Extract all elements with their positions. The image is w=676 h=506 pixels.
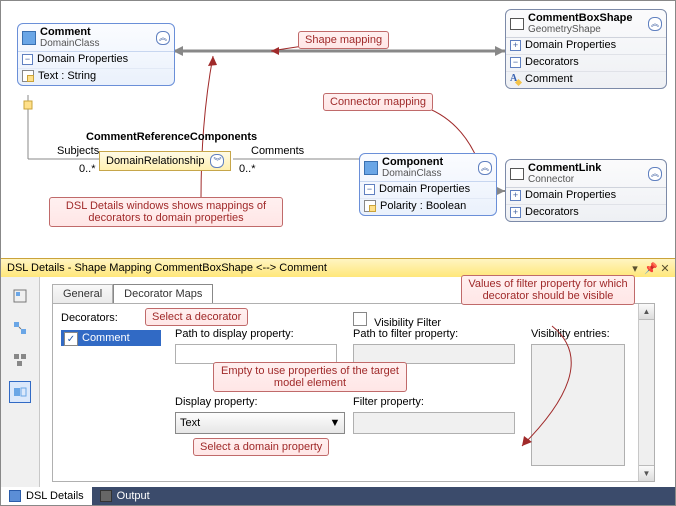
connector-commentlink[interactable]: CommentLink Connector ︽ + Domain Properti… — [505, 159, 667, 222]
callout-shape-mapping: Shape mapping — [298, 31, 389, 49]
label-path-display: Path to display property: — [175, 328, 294, 340]
chevron-down-icon[interactable]: ▼ — [328, 415, 342, 431]
collapse-icon[interactable]: ︽ — [156, 31, 170, 45]
display-property-combo[interactable]: Text ▼ — [175, 412, 345, 434]
decorator-item-label: Comment — [82, 332, 130, 344]
footer-tab-label: DSL Details — [26, 490, 84, 502]
close-icon[interactable]: ✕ — [659, 262, 671, 275]
minus-icon[interactable]: − — [22, 54, 33, 65]
pin-icon[interactable]: 📌 — [644, 262, 656, 275]
property-icon — [364, 200, 376, 212]
footer-tab-output[interactable]: Output — [92, 487, 158, 505]
dsl-details-panel: DSL Details - Shape Mapping CommentBoxSh… — [1, 258, 675, 488]
callout-connector-mapping: Connector mapping — [323, 93, 433, 111]
tab-general[interactable]: General — [52, 284, 113, 303]
callout-select-domain-prop: Select a domain property — [193, 438, 329, 456]
card-left: 0..* — [79, 163, 96, 175]
box-subtitle: Connector — [528, 174, 644, 185]
sidebar-btn-2[interactable] — [9, 317, 31, 339]
class-icon — [364, 161, 378, 175]
class-icon — [22, 31, 36, 45]
domain-relationship[interactable]: DomainRelationship ︾ — [99, 151, 231, 171]
property-icon — [22, 70, 34, 82]
tab-page: ▲▼ Decorators: ✓ Comment Path to display… — [52, 303, 655, 482]
box-subtitle: GeometryShape — [528, 24, 644, 35]
output-icon — [100, 490, 112, 502]
box-title: CommentLink — [528, 162, 644, 174]
decorator-text: Comment — [525, 73, 573, 85]
sidebar-btn-4[interactable] — [9, 381, 31, 403]
shape-icon — [510, 18, 524, 30]
box-subtitle: DomainClass — [40, 38, 152, 49]
domainclass-comment[interactable]: Comment DomainClass ︽ −Domain Properties… — [17, 23, 175, 86]
callout-filter-values: Values of filter property for which deco… — [461, 275, 635, 305]
box-title: CommentBoxShape — [528, 12, 644, 24]
domainclass-component[interactable]: Component DomainClass ︽ −Domain Properti… — [359, 153, 497, 216]
decorator-item-comment[interactable]: ✓ Comment — [61, 330, 161, 346]
plus-icon[interactable]: + — [510, 40, 521, 51]
diagram-canvas[interactable]: Comment DomainClass ︽ −Domain Properties… — [1, 1, 675, 257]
section-label: Domain Properties — [37, 53, 128, 65]
callout-dsl-details: DSL Details windows shows mappings of de… — [49, 197, 283, 227]
expand-icon[interactable]: ︾ — [210, 154, 224, 168]
footer-tab-dsl-details[interactable]: DSL Details — [1, 487, 92, 505]
menu-icon[interactable]: ▾ — [629, 262, 641, 275]
sidebar-btn-1[interactable] — [9, 285, 31, 307]
label-display-prop: Display property: — [175, 396, 258, 408]
decorator-icon — [510, 74, 521, 85]
scrollbar[interactable]: ▲▼ — [638, 304, 654, 481]
property-text: Text : String — [38, 70, 96, 82]
plus-icon[interactable]: + — [510, 190, 521, 201]
role-right: Comments — [251, 145, 304, 157]
box-title: Comment — [40, 26, 152, 38]
checkbox-icon[interactable]: ✓ — [64, 332, 78, 346]
callout-empty-path: Empty to use properties of the target mo… — [213, 362, 407, 392]
collapse-icon[interactable]: ︽ — [648, 167, 662, 181]
footer-tab-label: Output — [117, 490, 150, 502]
collapse-icon[interactable]: ︽ — [478, 161, 492, 175]
checkbox-icon[interactable] — [353, 312, 367, 326]
section-label: Domain Properties — [379, 183, 470, 195]
label-filter-prop: Filter property: — [353, 396, 424, 408]
details-title: DSL Details - Shape Mapping CommentBoxSh… — [7, 262, 327, 274]
section-label: Decorators — [525, 56, 579, 68]
visibility-entries-list[interactable] — [531, 344, 625, 466]
geometryshape-commentbox[interactable]: CommentBoxShape GeometryShape ︽ + Domain … — [505, 9, 667, 89]
section-label: Domain Properties — [525, 189, 616, 201]
box-title: Component — [382, 156, 474, 168]
relationship-label: DomainRelationship — [106, 155, 204, 167]
box-subtitle: DomainClass — [382, 168, 474, 179]
callout-select-decorator: Select a decorator — [145, 308, 248, 326]
details-main: General Decorator Maps ▲▼ Decorators: ✓ … — [40, 277, 675, 488]
role-left: Subjects — [57, 145, 99, 157]
filter-property-field[interactable] — [353, 412, 515, 434]
section-label: Decorators — [525, 206, 579, 218]
footer-tabs: DSL Details Output — [1, 487, 675, 505]
card-right: 0..* — [239, 163, 256, 175]
panel-icon — [9, 490, 21, 502]
path-display-field[interactable] — [175, 344, 337, 364]
tab-decorator-maps[interactable]: Decorator Maps — [113, 284, 213, 303]
path-filter-field[interactable] — [353, 344, 515, 364]
sidebar-btn-3[interactable] — [9, 349, 31, 371]
property-text: Polarity : Boolean — [380, 200, 466, 212]
label-decorators: Decorators: — [61, 312, 118, 324]
label-path-filter: Path to filter property: — [353, 328, 458, 340]
relationship-title: CommentReferenceComponents — [86, 131, 257, 143]
label-visibility-entries: Visibility entries: — [531, 328, 610, 340]
shape-icon — [510, 168, 524, 180]
section-label: Domain Properties — [525, 39, 616, 51]
combo-value: Text — [180, 417, 200, 429]
plus-icon[interactable]: + — [510, 207, 521, 218]
details-sidebar — [1, 277, 40, 488]
visibility-filter-check[interactable]: Visibility Filter — [353, 312, 441, 329]
minus-icon[interactable]: − — [510, 57, 521, 68]
collapse-icon[interactable]: ︽ — [648, 17, 662, 31]
minus-icon[interactable]: − — [364, 184, 375, 195]
